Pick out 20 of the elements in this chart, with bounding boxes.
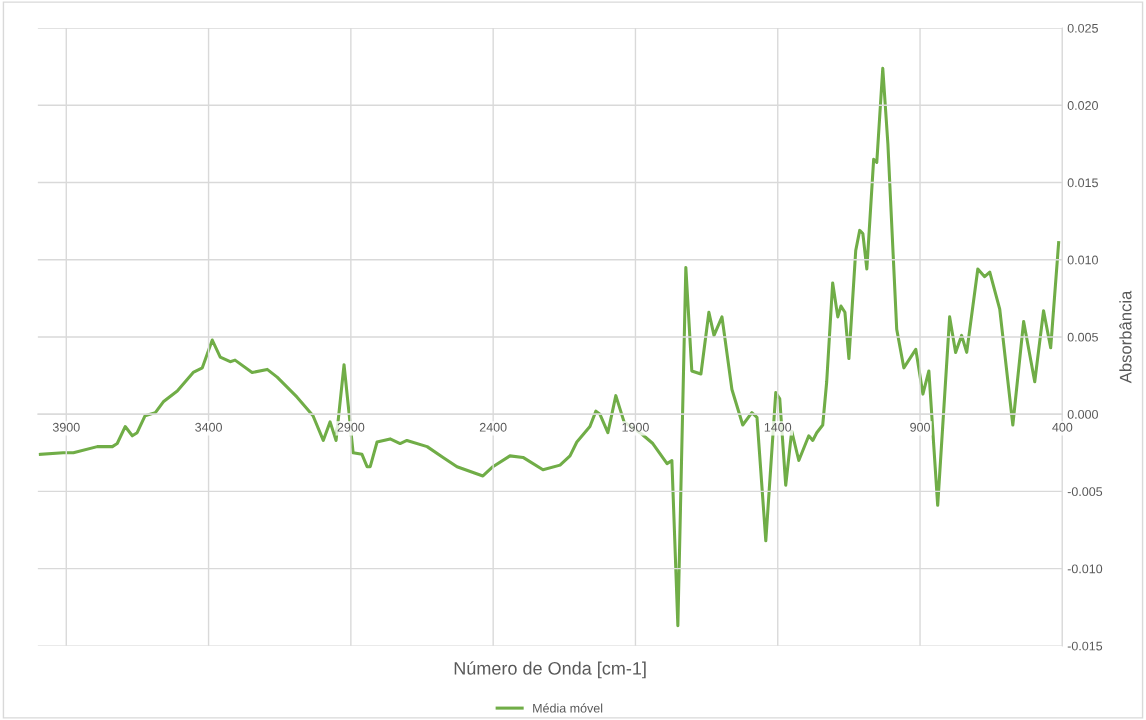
x-tick-label: 900	[910, 422, 930, 432]
y-tick-label: 0.010	[1067, 255, 1098, 265]
x-tick-label: 3400	[195, 422, 222, 432]
y-tick-label: -0.015	[1067, 641, 1103, 651]
x-tick-label: 400	[1052, 422, 1073, 432]
legend-label: Média móvel	[533, 703, 603, 713]
x-tick-label: 2400	[479, 422, 507, 432]
y-tick-label: 0.005	[1067, 332, 1098, 342]
y-axis-title: Absorbância	[1119, 290, 1132, 384]
x-tick-label: 3900	[52, 422, 80, 432]
y-tick-label: -0.010	[1067, 564, 1103, 574]
x-tick-label: 1400	[764, 422, 792, 432]
y-tick-label: 0.020	[1067, 101, 1098, 110]
x-tick-label: 1900	[622, 422, 649, 432]
y-tick-label: 0.015	[1067, 178, 1098, 188]
x-tick-label: 2900	[337, 422, 365, 432]
x-axis-title: Número de Onda [cm-1]	[454, 661, 646, 679]
y-tick-label: 0.000	[1067, 409, 1098, 419]
y-tick-label: -0.005	[1067, 487, 1103, 497]
y-tick-label: 0.025	[1067, 23, 1098, 33]
